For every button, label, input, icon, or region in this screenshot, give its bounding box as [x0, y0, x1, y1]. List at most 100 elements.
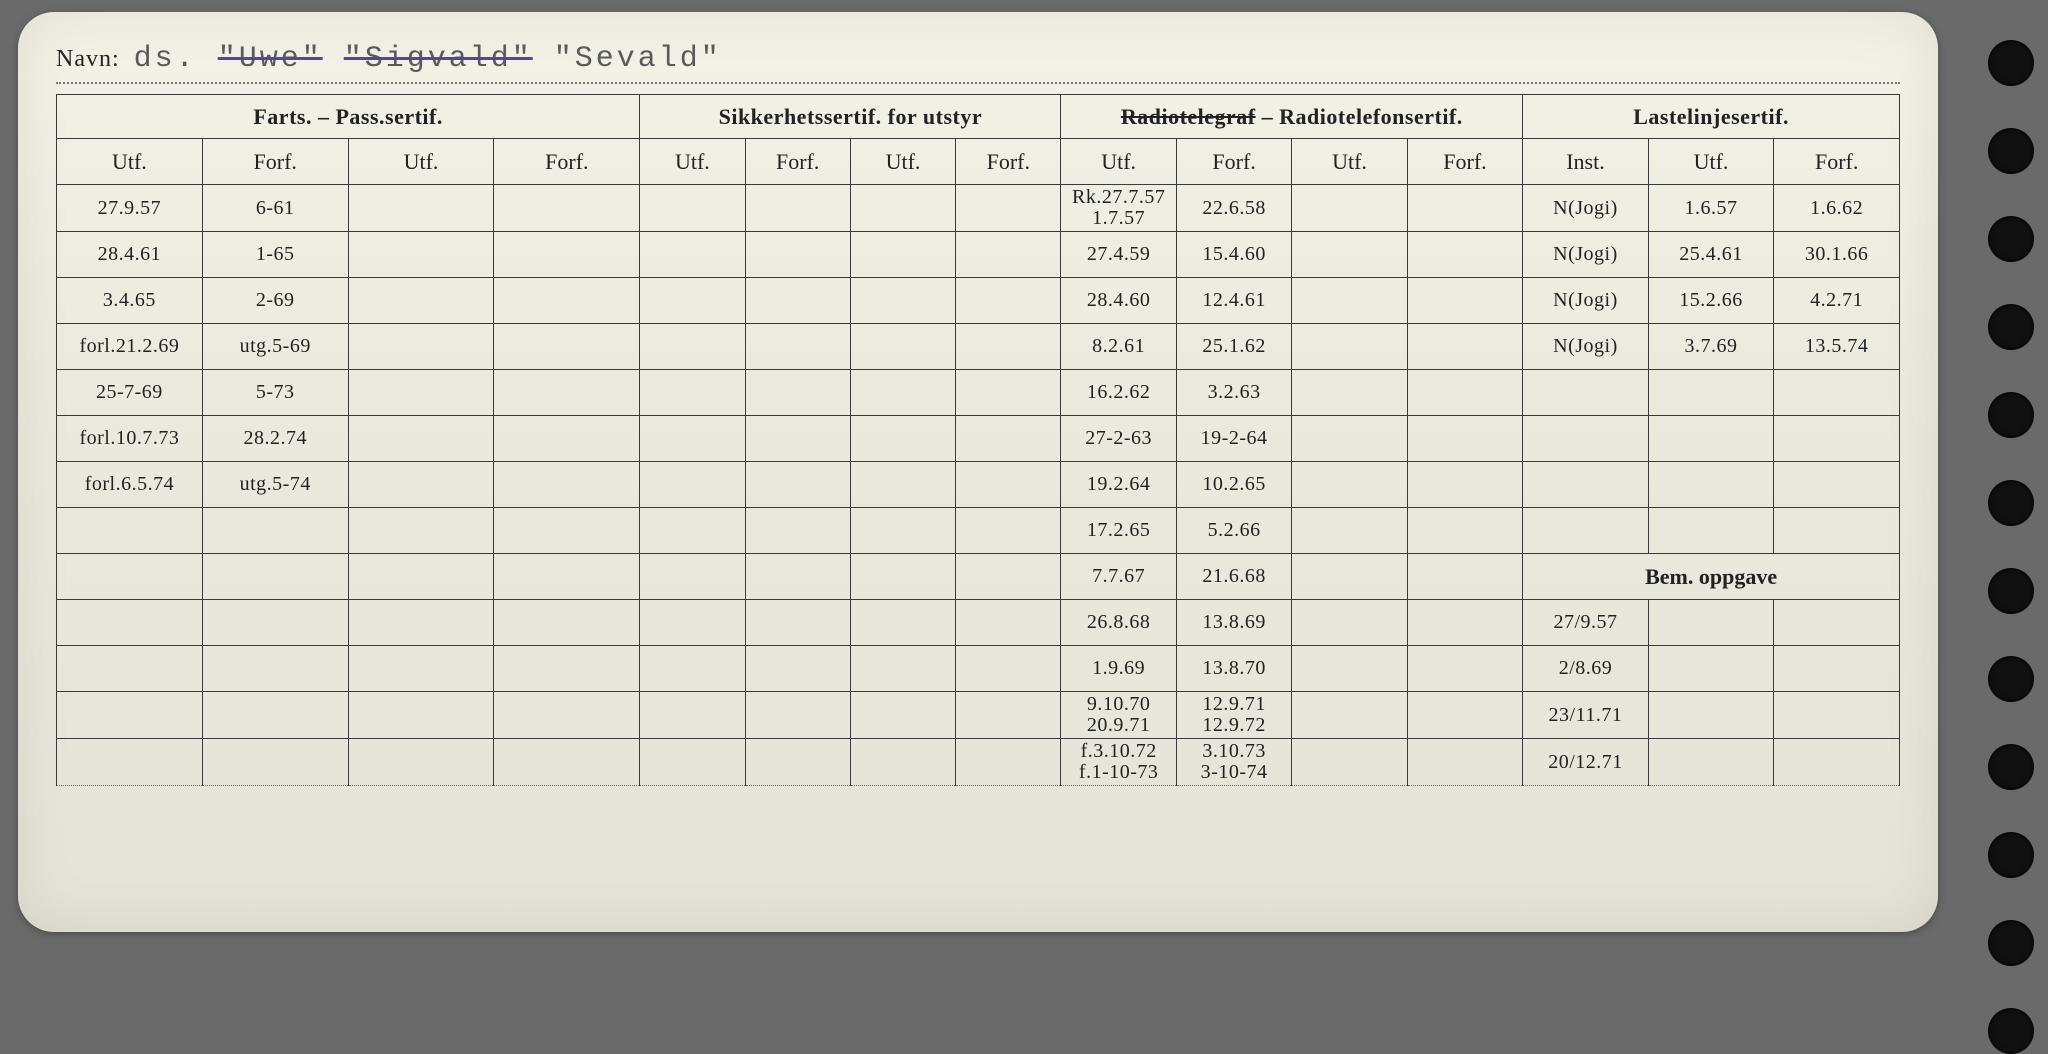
cell-s1 — [640, 278, 745, 324]
table-row: forl.21.2.69utg.5-698.2.6125.1.62N(Jogi)… — [57, 324, 1900, 370]
cell-r2: 10.2.65 — [1176, 462, 1291, 508]
cell-s2 — [745, 508, 850, 554]
cell-bem2 — [1648, 646, 1774, 692]
cell-bem2 — [1648, 600, 1774, 646]
cell-l1: N(Jogi) — [1523, 278, 1649, 324]
cell-s4 — [956, 416, 1061, 462]
cell-f3 — [348, 232, 494, 278]
cell-f1: 28.4.61 — [57, 232, 203, 278]
cell-l1 — [1523, 462, 1649, 508]
cell-s1 — [640, 554, 745, 600]
cell-r3 — [1292, 370, 1407, 416]
cell-f3 — [348, 185, 494, 232]
table-row: 27.9.576-61Rk.27.7.57 1.7.5722.6.58N(Jog… — [57, 185, 1900, 232]
h-inst: Inst. — [1523, 139, 1649, 185]
cell-l1: N(Jogi) — [1523, 232, 1649, 278]
navn-part: "Sevald" — [554, 42, 722, 76]
cell-f4 — [494, 646, 640, 692]
punch-hole — [1988, 656, 2034, 702]
cell-r2: 5.2.66 — [1176, 508, 1291, 554]
cell-bem1: 2/8.69 — [1523, 646, 1649, 692]
cell-r1: 9.10.70 20.9.71 — [1061, 692, 1176, 739]
cell-s2 — [745, 554, 850, 600]
punch-hole — [1988, 304, 2034, 350]
radio-strike: Radiotelegraf — [1121, 104, 1256, 129]
record-card: Navn: ds. "Uwe" "Sigvald" "Sevald" Farts… — [18, 12, 1938, 932]
navn-label: Navn: — [56, 46, 120, 73]
punch-hole — [1988, 392, 2034, 438]
cell-f1 — [57, 508, 203, 554]
cell-l1 — [1523, 370, 1649, 416]
cell-s4 — [956, 324, 1061, 370]
cell-f1 — [57, 739, 203, 786]
cell-s1 — [640, 692, 745, 739]
cell-f2: utg.5-69 — [202, 324, 348, 370]
cell-f2 — [202, 600, 348, 646]
cell-r3 — [1292, 324, 1407, 370]
table-row: 3.4.652-6928.4.6012.4.61N(Jogi)15.2.664.… — [57, 278, 1900, 324]
cell-r4 — [1407, 278, 1522, 324]
navn-part: "Uwe" — [218, 42, 323, 76]
cell-f4 — [494, 324, 640, 370]
cell-r2: 12.4.61 — [1176, 278, 1291, 324]
cell-f3 — [348, 508, 494, 554]
cell-s3 — [850, 508, 955, 554]
cell-r1: 7.7.67 — [1061, 554, 1176, 600]
cell-bem3 — [1774, 646, 1900, 692]
cell-s2 — [745, 232, 850, 278]
cell-f1 — [57, 646, 203, 692]
cell-f3 — [348, 600, 494, 646]
group-radio: Radiotelegraf – Radiotelefonsertif. — [1061, 95, 1523, 139]
cell-s2 — [745, 739, 850, 786]
cell-s2 — [745, 324, 850, 370]
cell-s4 — [956, 462, 1061, 508]
navn-part: "Sigvald" — [344, 42, 533, 76]
table-row: forl.6.5.74utg.5-7419.2.6410.2.65 — [57, 462, 1900, 508]
group-header-row: Farts. – Pass.sertif. Sikkerhetssertif. … — [57, 95, 1900, 139]
cell-r4 — [1407, 646, 1522, 692]
cell-s3 — [850, 646, 955, 692]
cell-f4 — [494, 416, 640, 462]
cell-s1 — [640, 739, 745, 786]
punch-hole — [1988, 568, 2034, 614]
cell-s3 — [850, 324, 955, 370]
cell-r4 — [1407, 462, 1522, 508]
cell-f1: forl.6.5.74 — [57, 462, 203, 508]
punch-hole — [1988, 128, 2034, 174]
cell-f2 — [202, 692, 348, 739]
cell-r2: 3.2.63 — [1176, 370, 1291, 416]
cell-l2: 1.6.57 — [1648, 185, 1774, 232]
h-utf: Utf. — [348, 139, 494, 185]
cell-l2: 3.7.69 — [1648, 324, 1774, 370]
table-row: forl.10.7.7328.2.7427-2-6319-2-64 — [57, 416, 1900, 462]
cell-r2: 15.4.60 — [1176, 232, 1291, 278]
cell-f4 — [494, 554, 640, 600]
cell-s3 — [850, 232, 955, 278]
cell-s2 — [745, 462, 850, 508]
cell-bem2 — [1648, 739, 1774, 786]
cell-r2: 22.6.58 — [1176, 185, 1291, 232]
cell-r1: 26.8.68 — [1061, 600, 1176, 646]
cell-f2: 2-69 — [202, 278, 348, 324]
cell-r3 — [1292, 600, 1407, 646]
cell-s4 — [956, 739, 1061, 786]
cell-r3 — [1292, 692, 1407, 739]
cell-l3 — [1774, 416, 1900, 462]
cell-s1 — [640, 185, 745, 232]
punch-hole — [1988, 832, 2034, 878]
cell-s2 — [745, 692, 850, 739]
cell-s1 — [640, 508, 745, 554]
cell-s2 — [745, 278, 850, 324]
h-forf: Forf. — [1774, 139, 1900, 185]
cell-s1 — [640, 646, 745, 692]
cell-f1 — [57, 600, 203, 646]
cell-bem1: 27/9.57 — [1523, 600, 1649, 646]
cell-s4 — [956, 278, 1061, 324]
h-forf: Forf. — [1407, 139, 1522, 185]
cell-r3 — [1292, 462, 1407, 508]
cell-r1: 8.2.61 — [1061, 324, 1176, 370]
cell-f1 — [57, 554, 203, 600]
cell-l3: 13.5.74 — [1774, 324, 1900, 370]
cell-s1 — [640, 324, 745, 370]
bem-header: Bem. oppgave — [1523, 554, 1900, 600]
